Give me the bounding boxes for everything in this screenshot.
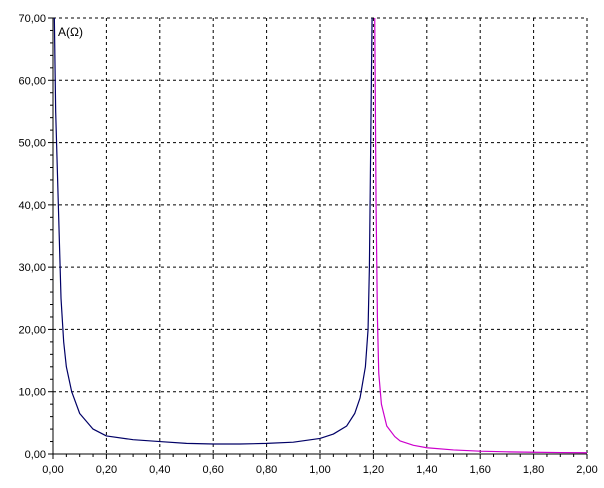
x-tick-label: 2,00: [576, 464, 597, 476]
x-tick-label: 1,20: [363, 464, 384, 476]
tick-labels: 0,00 10,00 20,00 30,00 40,00 50,00 60,00 70,00 0…: [18, 13, 597, 476]
y-tick-label: 70,00: [18, 13, 46, 25]
y-axis-title: A(Ω): [58, 25, 83, 39]
series-line-2: [374, 17, 588, 454]
x-tick-label: 0,80: [256, 464, 277, 476]
y-tick-label: 30,00: [18, 262, 46, 274]
series-group: [53, 17, 588, 454]
x-tick-label: 1,00: [309, 464, 330, 476]
y-tick-label: 50,00: [18, 138, 46, 150]
x-tick-label: 1,60: [469, 464, 490, 476]
x-tick-label: 0,40: [149, 464, 170, 476]
x-tick-label: 1,80: [523, 464, 544, 476]
grid: [53, 17, 588, 454]
x-tick-label: 0,00: [42, 464, 63, 476]
y-tick-label: 20,00: [18, 324, 46, 336]
x-tick-label: 1,40: [416, 464, 437, 476]
series-line-1: [53, 17, 373, 445]
axes: [48, 17, 588, 459]
y-tick-label: 0,00: [25, 449, 46, 461]
y-tick-label: 40,00: [18, 200, 46, 212]
x-tick-label: 0,60: [202, 464, 223, 476]
y-tick-label: 10,00: [18, 387, 46, 399]
y-tick-label: 60,00: [18, 75, 46, 87]
x-tick-label: 0,20: [96, 464, 117, 476]
